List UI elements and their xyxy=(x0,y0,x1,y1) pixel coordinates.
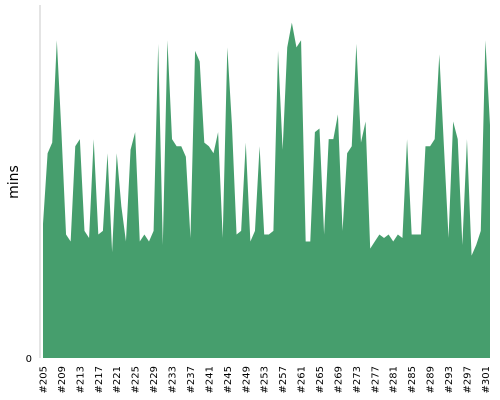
x-tick-label: #293 xyxy=(444,366,455,393)
y-axis-label: mins xyxy=(6,165,22,199)
x-tick-label: #273 xyxy=(352,366,363,393)
x-tick-label: #241 xyxy=(204,366,215,393)
x-tick-label: #297 xyxy=(463,366,474,393)
x-tick-label: #237 xyxy=(186,366,197,393)
x-tick-label: #277 xyxy=(370,366,381,393)
x-tick-label: #229 xyxy=(149,366,160,393)
x-tick-label: #225 xyxy=(131,366,142,393)
x-tick-label: #233 xyxy=(168,366,179,393)
x-tick-label: #249 xyxy=(241,366,252,393)
x-tick-labels: #205 #209 #213 #217 #221 #225 #229 #233 #237 #241… xyxy=(39,366,492,393)
x-tick-label: #253 xyxy=(260,366,271,393)
x-tick-label: #281 xyxy=(389,366,400,393)
x-tick-label: #245 xyxy=(223,366,234,393)
x-tick-label: #209 xyxy=(57,366,68,393)
series-area xyxy=(43,22,490,359)
x-tick-label: #205 xyxy=(39,366,50,393)
x-tick-label: #301 xyxy=(481,366,492,393)
x-tick-label: #265 xyxy=(315,366,326,393)
x-tick-label: #213 xyxy=(75,366,86,393)
x-tick-label: #257 xyxy=(278,366,289,393)
x-tick-label: #221 xyxy=(112,366,123,393)
x-tick-label: #289 xyxy=(426,366,437,393)
x-tick-label: #285 xyxy=(407,366,418,393)
x-tick-label: #269 xyxy=(333,366,344,393)
x-tick-label: #261 xyxy=(297,366,308,393)
y-tick-label: 0 xyxy=(26,354,32,365)
x-tick-label: #217 xyxy=(94,366,105,393)
